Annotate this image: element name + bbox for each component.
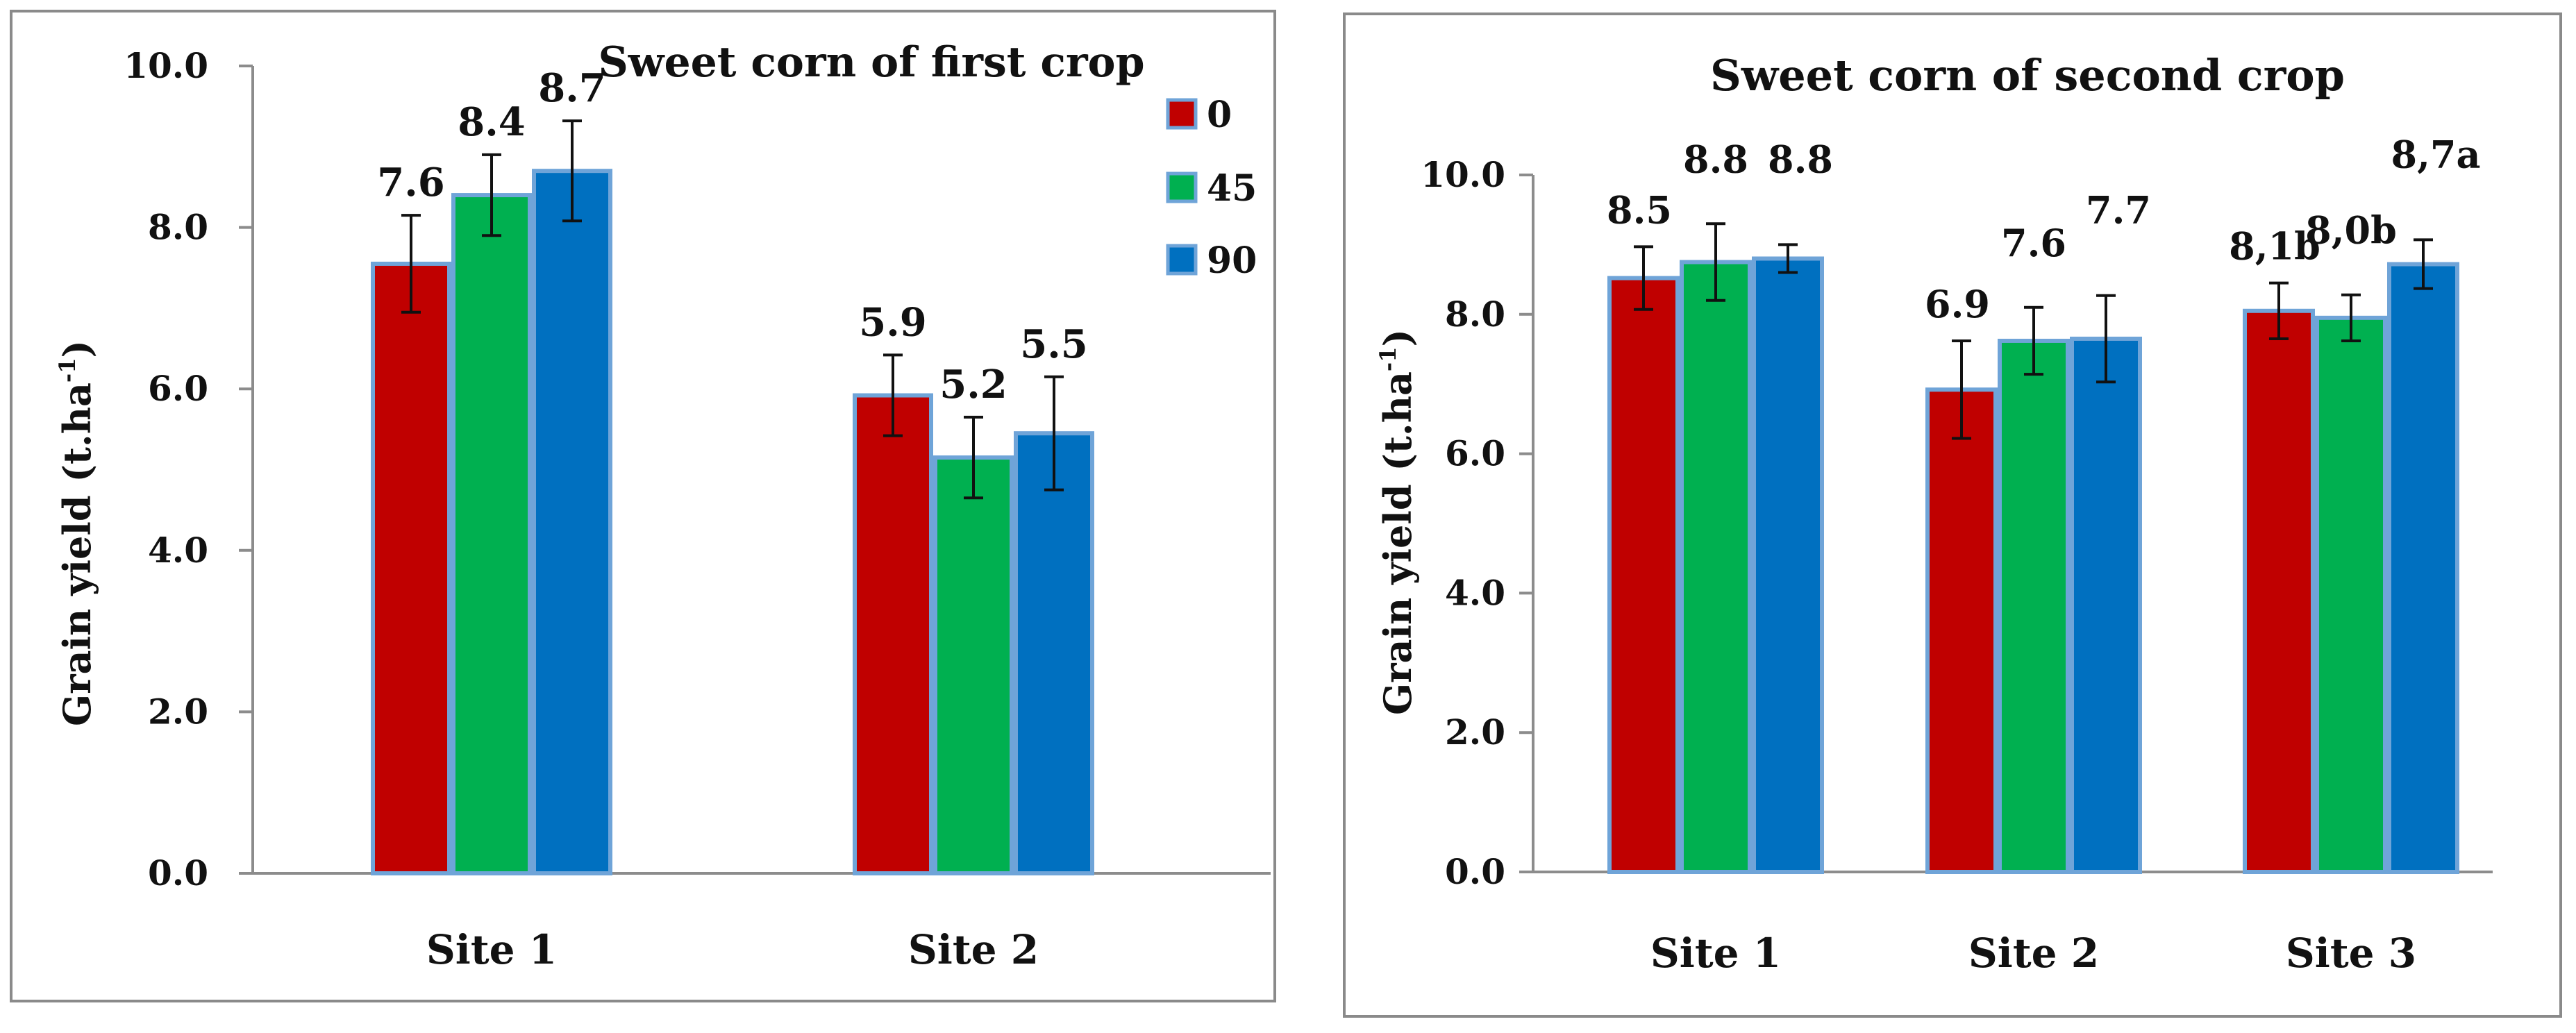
error-bar [1044,375,1064,492]
x-tick-label: Site 1 [1650,930,1781,977]
data-label: 8,7a [2391,132,2481,176]
y-tick-label: 8.0 [148,207,208,248]
y-axis-label-end: ) [1375,329,1420,347]
chart-title: Sweet corn of first crop [598,38,1144,87]
data-label: 8.8 [1683,137,1748,181]
bar-0-site-1 [371,261,451,875]
chart-title: Sweet corn of second crop [1710,50,2345,101]
error-bar [883,353,903,437]
error-bar [401,214,421,314]
plot-area: 0.0 2.0 4.0 6.0 8.0 10.0 Site 1 Site 2 Site 3 8.5… [1421,132,2493,977]
bar-90-site-1 [1752,256,1824,875]
error-bar [482,153,501,237]
y-tick-label: 6.0 [1445,433,1505,474]
error-bar [2269,281,2289,340]
error-bar [562,119,582,223]
data-label: 8.4 [458,99,525,145]
y-tick-label: 2.0 [148,691,208,732]
y-axis-label-superscript: -1 [54,358,81,383]
bar-90-site-1 [532,169,612,875]
data-label: 8.8 [1768,137,1833,181]
data-label: 8.5 [1607,187,1672,232]
bar-45-site-1 [451,193,532,875]
error-bar [964,415,983,500]
data-label: 8,1b [2229,224,2320,269]
y-tick-label: 10.0 [124,45,208,86]
y-axis-label: Grain yield (t.ha-1) [1375,329,1420,715]
error-bar [1778,243,1798,274]
chart-panel-first-crop: Sweet corn of first crop Grain yield (t.… [10,10,1276,1002]
bar-45-site-1 [1680,260,1752,874]
plot-area: 0.0 2.0 4.0 6.0 8.0 10.0 Site 1 Site 2 7.6 5.9 8.4… [124,45,1271,973]
bar-45-site-2 [933,455,1014,875]
x-tick-label: Site 3 [2286,930,2416,977]
y-tick-label: 2.0 [1445,712,1505,753]
y-axis-label: Grain yield (t.ha-1) [54,340,99,726]
x-tick-label: Site 2 [908,926,1039,973]
y-tick-label: 6.0 [148,368,208,409]
error-bar [2024,305,2043,376]
data-label: 6.9 [1925,282,1990,326]
y-axis-label-main: Grain yield (t.ha [55,383,99,726]
data-label: 7.6 [377,160,444,205]
data-label: 5.9 [859,299,926,345]
y-tick-label: 0.0 [148,853,208,893]
y-tick-label: 0.0 [1445,851,1505,892]
error-bar [2341,293,2361,342]
bar-0-site-1 [1607,276,1680,875]
data-label: 5.2 [939,362,1007,408]
legend-label-0: 0 [1207,94,1232,136]
x-tick-label: Site 1 [426,926,557,973]
bar-90-site-3 [2387,262,2459,874]
bar-90-site-2 [1014,431,1094,875]
y-tick-label: 10.0 [1421,154,1505,195]
error-bar [1952,339,1971,440]
legend-swatch-0 [1166,98,1198,130]
y-tick-label: 4.0 [1445,572,1505,613]
data-label: 7.7 [2086,188,2151,233]
bar-0-site-2 [853,393,933,875]
legend: 0 45 90 [1166,94,1257,282]
bar-90-site-2 [2070,336,2142,874]
legend-label-45: 45 [1207,167,1257,210]
data-label: 8,0b [2305,208,2397,253]
x-tick-label: Site 2 [1968,930,2099,977]
bar-0-site-2 [1925,387,1998,874]
bar-45-site-3 [2315,315,2387,874]
bar-0-site-3 [2243,308,2315,874]
y-tick-label: 4.0 [148,530,208,571]
y-axis-label-end: ) [55,340,99,358]
legend-swatch-90 [1166,244,1198,276]
legend-label-90: 90 [1207,240,1257,282]
legend-swatch-45 [1166,171,1198,203]
y-axis-label-main: Grain yield (t.ha [1375,371,1420,715]
error-bar [2096,294,2116,384]
data-label: 5.5 [1020,321,1087,367]
error-bar [1706,222,1725,302]
bar-45-site-2 [1998,338,2070,874]
y-tick-label: 8.0 [1445,294,1505,335]
chart-panel-second-crop: Sweet corn of second crop Grain yield (t… [1343,12,2562,1018]
error-bar [2414,238,2433,290]
y-axis-label-superscript: -1 [1375,347,1401,372]
data-label: 7.6 [2001,221,2066,265]
error-bar [1634,245,1653,311]
data-label: 8.7 [538,65,605,111]
